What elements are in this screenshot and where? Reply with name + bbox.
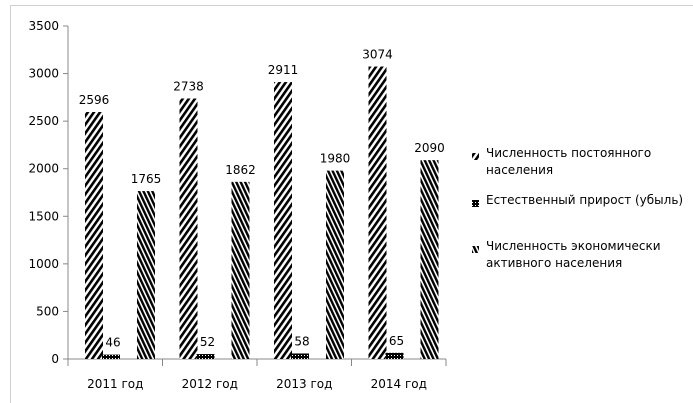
data-label: 2596	[79, 93, 110, 107]
legend-swatch	[472, 246, 479, 253]
frame	[10, 5, 693, 403]
data-label: 58	[294, 334, 309, 348]
bar	[385, 352, 404, 359]
bar	[368, 66, 387, 360]
bar	[85, 112, 103, 359]
data-label: 2738	[173, 79, 204, 93]
bar	[102, 354, 120, 359]
x-tick-label: 2013 год	[276, 377, 332, 391]
data-label: 52	[200, 335, 215, 349]
data-label: 65	[389, 334, 404, 348]
bar	[137, 191, 155, 359]
bar	[179, 98, 198, 360]
x-tick-label: 2014 год	[371, 377, 427, 391]
data-label: 2911	[268, 63, 299, 77]
data-label: 1765	[131, 172, 162, 186]
data-label: 1862	[225, 163, 256, 177]
x-tick-label: 2012 год	[182, 377, 238, 391]
y-tick-label: 3000	[28, 67, 59, 81]
legend-label: Естественный прирост (убыль)	[486, 193, 684, 207]
bar	[420, 160, 439, 359]
y-tick-label: 2500	[28, 114, 59, 128]
y-tick-label: 0	[51, 352, 59, 366]
data-label: 46	[105, 336, 120, 350]
legend-label: Численность экономически активного насел…	[486, 239, 661, 270]
y-tick-label: 3500	[28, 19, 59, 33]
y-tick-label: 1500	[28, 209, 59, 223]
bar	[326, 170, 344, 359]
bar	[291, 353, 309, 359]
legend-swatch	[472, 153, 479, 160]
bar	[231, 181, 250, 359]
y-tick-label: 2000	[28, 162, 59, 176]
legend-swatch	[472, 200, 479, 207]
y-tick-label: 500	[36, 304, 59, 318]
y-tick-label: 1000	[28, 257, 59, 271]
x-tick-label: 2011 год	[87, 377, 143, 391]
bar	[196, 354, 215, 359]
data-label: 3074	[362, 48, 393, 62]
bar	[274, 82, 292, 359]
data-label: 1980	[320, 152, 351, 166]
legend-label: Численность постоянного населения	[486, 146, 652, 177]
data-label: 2090	[414, 141, 445, 155]
